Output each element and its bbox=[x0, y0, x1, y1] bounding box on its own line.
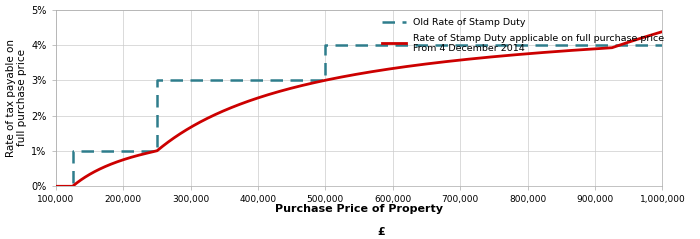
Text: £: £ bbox=[378, 227, 385, 237]
Legend: Old Rate of Stamp Duty, Rate of Stamp Duty applicable on full purchase price
Fro: Old Rate of Stamp Duty, Rate of Stamp Du… bbox=[382, 18, 664, 53]
X-axis label: Purchase Price of Property: Purchase Price of Property bbox=[275, 204, 443, 214]
Y-axis label: Rate of tax payable on
full purchase price: Rate of tax payable on full purchase pri… bbox=[6, 39, 27, 157]
